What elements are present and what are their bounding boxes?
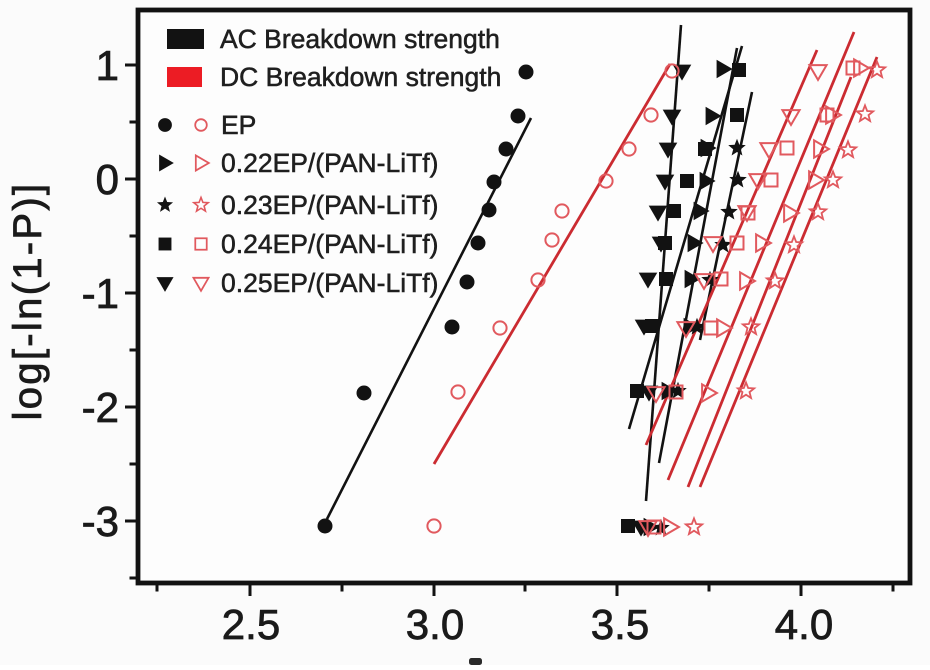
svg-text:0.24EP/(PAN-LiTf): 0.24EP/(PAN-LiTf) (221, 229, 438, 259)
svg-text:-2: -2 (82, 384, 119, 431)
svg-text:2.5: 2.5 (222, 601, 280, 648)
svg-text:4.0: 4.0 (775, 601, 833, 648)
svg-text:0: 0 (96, 156, 119, 203)
svg-text:0.22EP/(PAN-LiTf): 0.22EP/(PAN-LiTf) (221, 148, 438, 178)
svg-text:log[-ln(1-P)]: log[-ln(1-P)] (6, 182, 50, 421)
svg-text:-1: -1 (82, 270, 119, 317)
svg-text:3.5: 3.5 (591, 601, 649, 648)
svg-text:0.25EP/(PAN-LiTf): 0.25EP/(PAN-LiTf) (221, 268, 438, 298)
svg-text:EP: EP (221, 110, 256, 140)
svg-text:3.0: 3.0 (406, 601, 464, 648)
svg-text:0.23EP/(PAN-LiTf): 0.23EP/(PAN-LiTf) (221, 190, 438, 220)
svg-text:AC Breakdown strength: AC Breakdown strength (220, 24, 500, 54)
svg-text:DC Breakdown strength: DC Breakdown strength (220, 62, 501, 92)
svg-text:-3: -3 (82, 498, 119, 545)
svg-text:1: 1 (96, 42, 119, 89)
